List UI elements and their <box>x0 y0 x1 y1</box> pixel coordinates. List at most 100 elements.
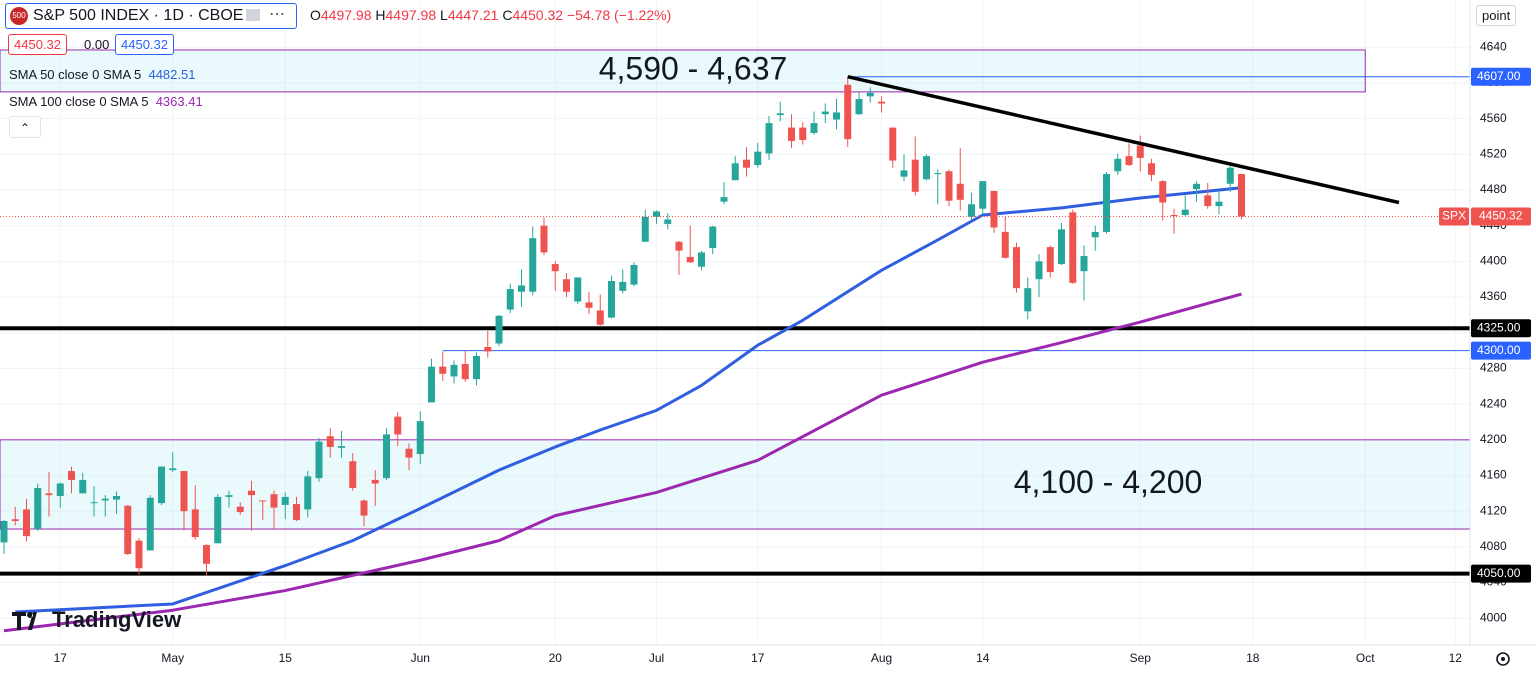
symbol-icon: 500 <box>10 7 28 25</box>
candle-body <box>326 436 334 447</box>
candle-body <box>979 181 987 209</box>
candle-body <box>34 487 42 530</box>
candle-body <box>23 509 30 537</box>
logo-text: TradingView <box>52 607 182 632</box>
y-tick-label: 4200 <box>1480 432 1507 446</box>
candle-body <box>765 123 773 154</box>
candle-body <box>1148 163 1155 175</box>
zone-label: 4,590 - 4,637 <box>599 50 788 86</box>
candle-body <box>1103 173 1110 232</box>
candle-body <box>11 519 19 521</box>
c-value: 4450.32 <box>512 7 564 23</box>
candle-body <box>630 264 638 285</box>
candle-body <box>450 364 458 377</box>
candle-body <box>0 520 8 543</box>
buy-price[interactable]: 4450.32 <box>115 34 174 55</box>
legend-name: SMA 100 close 0 SMA 5 <box>9 94 149 109</box>
candle-body <box>473 355 480 380</box>
last-price-label: 4450.32 <box>1479 209 1523 223</box>
candle-body <box>1226 167 1234 184</box>
x-tick-label: 20 <box>549 651 563 665</box>
sma-line <box>3 292 1242 633</box>
candle-body <box>776 113 784 116</box>
candle-body <box>1193 183 1200 190</box>
candle-body <box>45 493 53 496</box>
logo: TradingView <box>12 607 182 632</box>
symbol-tag-label: SPX <box>1442 209 1466 223</box>
candle-body <box>349 461 357 488</box>
candle-body <box>1170 215 1178 216</box>
candle-body <box>1058 229 1065 265</box>
candle-body <box>135 540 143 569</box>
candle-body <box>248 490 255 496</box>
candle-body <box>641 216 649 242</box>
o-value: 4497.98 <box>320 7 372 23</box>
candle-body <box>281 496 289 505</box>
l-label: L <box>440 7 448 23</box>
x-tick-label: Jul <box>649 651 664 665</box>
candle-body <box>416 421 424 455</box>
more-icon[interactable]: ⋯ <box>269 6 285 23</box>
y-tick-label: 4080 <box>1480 539 1507 553</box>
unit-button[interactable]: point <box>1476 5 1517 26</box>
candle-body <box>540 225 548 253</box>
sell-price[interactable]: 4450.32 <box>8 34 67 55</box>
candle-body <box>619 281 627 291</box>
h-label: H <box>375 7 386 23</box>
candle-body <box>124 505 132 555</box>
candle-body <box>596 310 604 325</box>
y-tick-label: 4000 <box>1480 610 1507 624</box>
c-label: C <box>502 7 513 23</box>
candle-body <box>743 159 750 168</box>
candle-body <box>506 289 514 310</box>
l-value: 4447.21 <box>447 7 499 23</box>
candle-body <box>1046 247 1054 273</box>
x-tick-label: 18 <box>1246 651 1260 665</box>
candle-body <box>79 479 87 494</box>
sma-line <box>15 186 1242 614</box>
trend-line <box>847 75 1400 205</box>
candle-body <box>1091 231 1099 238</box>
level-tag <box>1471 564 1531 583</box>
level-tag-label: 4300.00 <box>1477 343 1521 357</box>
candle-body <box>1024 288 1032 312</box>
candle-body <box>1238 173 1245 217</box>
candle-body <box>293 504 300 521</box>
candle-body <box>1204 195 1212 207</box>
flag-icon[interactable] <box>246 9 260 21</box>
candle-body <box>833 112 840 120</box>
candle-body <box>383 434 390 479</box>
candle-body <box>371 479 379 484</box>
y-tick-label: 4520 <box>1480 147 1507 161</box>
x-tick-label: 17 <box>751 651 765 665</box>
collapse-button[interactable]: ⌃ <box>9 116 41 138</box>
candle-body <box>720 197 728 202</box>
candle-body <box>495 315 503 344</box>
settings-icon[interactable] <box>1496 652 1510 666</box>
level-tag <box>1471 341 1531 360</box>
candle-body <box>698 252 705 267</box>
sma-legend: SMA 100 close 0 SMA 5 4363.41 <box>9 94 203 109</box>
x-tick-label: May <box>161 651 184 665</box>
candle-body <box>169 468 177 471</box>
candle-body <box>405 448 413 458</box>
candle-body <box>900 170 908 177</box>
candle-body <box>1080 256 1088 272</box>
candle-body <box>844 84 852 140</box>
candle-body <box>1001 231 1009 258</box>
candle-body <box>821 111 829 115</box>
candle-body <box>439 366 447 374</box>
plot-area: 4,590 - 4,637 4,100 - 4,200 <box>0 0 1470 645</box>
candle-body <box>866 92 874 97</box>
x-tick-label: Aug <box>871 651 892 665</box>
candle-body <box>686 256 694 263</box>
symbol-box[interactable]: 500 S&P 500 INDEX · 1D · CBOE ⋯ <box>5 3 297 29</box>
h-value: 4497.98 <box>385 7 437 23</box>
candle-body <box>709 226 717 249</box>
candle-body <box>236 506 244 513</box>
candle-body <box>754 151 762 166</box>
candle-body <box>923 156 930 180</box>
candle-body <box>563 279 570 292</box>
candle-body <box>518 285 525 292</box>
